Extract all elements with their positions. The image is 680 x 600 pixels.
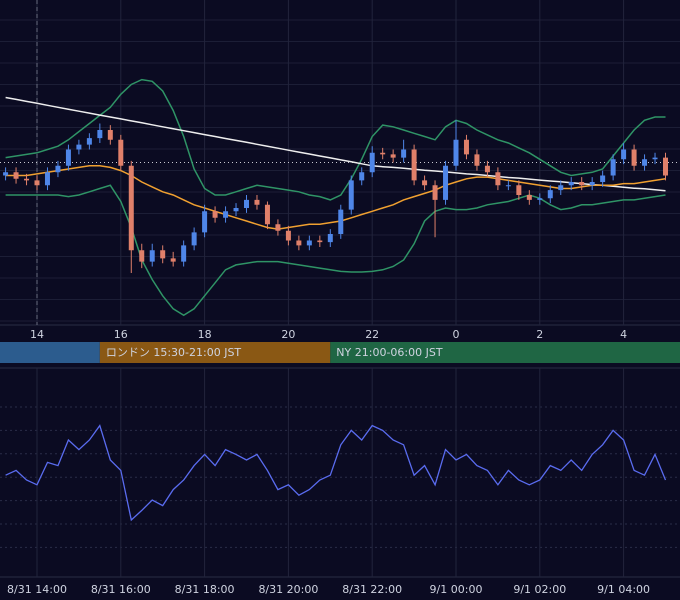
- x-tick-label: 22: [365, 328, 379, 341]
- candle-body: [432, 185, 438, 200]
- candle-body: [244, 199, 249, 208]
- candle-body: [139, 250, 145, 262]
- candle-body: [317, 240, 323, 243]
- candle-body: [24, 178, 30, 181]
- x-tick-label: 20: [281, 328, 295, 341]
- x-tick-label: 2: [536, 328, 543, 341]
- candle-body: [202, 211, 208, 233]
- candle-body: [3, 172, 9, 176]
- session-label: NY 21:00-06:00 JST: [336, 346, 443, 359]
- candle-body: [505, 185, 511, 187]
- candle-body: [107, 130, 113, 140]
- candle-body: [338, 209, 344, 234]
- candle-body: [65, 149, 71, 166]
- candle-body: [401, 149, 407, 158]
- candle-body: [55, 165, 61, 173]
- x-tick-label: 8/31 14:00: [7, 583, 67, 596]
- candle-body: [86, 138, 92, 145]
- session-band: [99, 342, 331, 363]
- candle-body: [118, 139, 124, 166]
- candle-body: [13, 172, 19, 179]
- oscillator-line: [5, 424, 667, 522]
- candle-body: [160, 250, 166, 259]
- candle-body: [558, 185, 564, 191]
- candle-body: [600, 175, 606, 182]
- indicator-line: [5, 78, 666, 201]
- candle-body: [589, 182, 595, 186]
- candle-body: [97, 130, 103, 139]
- candle-body: [285, 230, 291, 241]
- x-tick-label: 9/1 00:00: [430, 583, 483, 596]
- x-tick-label: 9/1 04:00: [597, 583, 650, 596]
- candle-body: [526, 195, 532, 200]
- candle-body: [380, 152, 386, 155]
- session-band: [0, 342, 100, 363]
- x-tick-label: 18: [198, 328, 212, 341]
- candle-body: [463, 139, 469, 155]
- candle-body: [621, 149, 627, 160]
- indicator-line: [5, 165, 666, 230]
- x-tick-label: 8/31 20:00: [258, 583, 318, 596]
- candle-body: [306, 240, 312, 246]
- candle-body: [642, 159, 648, 166]
- candle-body: [170, 258, 176, 262]
- candle-body: [149, 250, 155, 262]
- candle-body: [369, 152, 375, 173]
- candle-body: [568, 182, 574, 186]
- x-tick-label: 0: [453, 328, 460, 341]
- candle-body: [663, 157, 668, 176]
- x-tick-label: 16: [114, 328, 128, 341]
- candle-body: [359, 172, 365, 181]
- candle-body: [610, 159, 616, 176]
- candle-body: [191, 232, 197, 246]
- session-band: [330, 342, 680, 363]
- x-tick-label: 14: [30, 328, 44, 341]
- candle-body: [212, 211, 218, 218]
- candle-body: [34, 180, 40, 186]
- x-tick-label: 8/31 16:00: [91, 583, 151, 596]
- candle-body: [181, 245, 187, 262]
- candle-body: [254, 199, 260, 205]
- candle-body: [579, 182, 585, 186]
- candle-body: [327, 234, 333, 243]
- candle-body: [443, 165, 449, 200]
- candle-body: [547, 190, 553, 199]
- candle-body: [453, 139, 459, 166]
- x-tick-label: 9/1 02:00: [513, 583, 566, 596]
- x-tick-label: 4: [620, 328, 627, 341]
- candle-body: [495, 172, 501, 186]
- candle-body: [631, 149, 637, 166]
- candle-body: [411, 149, 417, 181]
- candle-body: [275, 224, 281, 231]
- candle-body: [264, 204, 270, 225]
- x-tick-label: 8/31 18:00: [175, 583, 235, 596]
- candle-body: [44, 172, 50, 186]
- candle-body: [422, 180, 428, 186]
- candle-body: [348, 180, 354, 210]
- indicator-line: [5, 96, 666, 192]
- candle-body: [233, 208, 239, 212]
- candle-body: [390, 154, 396, 158]
- candle-body: [76, 144, 82, 150]
- candle-body: [296, 240, 302, 246]
- indicator-line: [5, 184, 666, 317]
- candle-body: [652, 157, 658, 160]
- x-tick-label: 8/31 22:00: [342, 583, 402, 596]
- candle-body: [537, 198, 543, 200]
- candle-body: [516, 185, 522, 195]
- session-label: ロンドン 15:30-21:00 JST: [106, 346, 242, 359]
- candle-body: [484, 165, 490, 173]
- candle-body: [474, 154, 480, 166]
- candle-body: [223, 211, 229, 218]
- candle-body: [128, 165, 134, 251]
